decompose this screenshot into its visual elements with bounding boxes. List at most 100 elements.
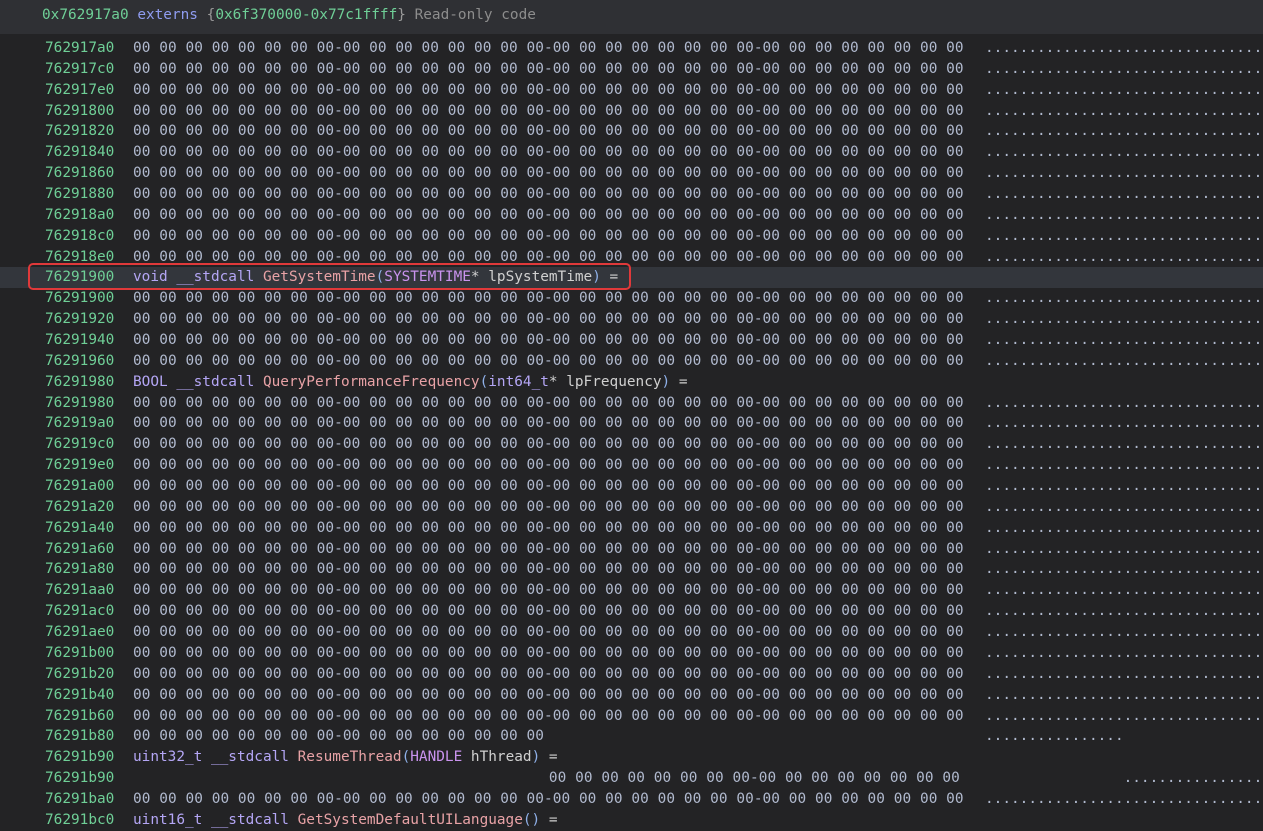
ascii-text[interactable]: ................................ (985, 707, 1263, 724)
ascii-text[interactable]: ................................ (985, 686, 1263, 703)
hex-row[interactable]: 762919e0 00 00 00 00 00 00 00 00-00 00 00… (0, 455, 1263, 476)
hex-bytes[interactable]: 00 00 00 00 00 00 00 00-00 00 00 00 00 0… (133, 81, 964, 98)
function-signature-row[interactable]: 76291bc0 uint16_t __stdcall GetSystemDefa… (0, 810, 1263, 831)
hex-row[interactable]: 76291ac0 00 00 00 00 00 00 00 00-00 00 00… (0, 601, 1263, 622)
ascii-text[interactable]: ................................ (985, 603, 1263, 620)
row-address[interactable]: 76291960 (45, 352, 115, 369)
hex-bytes[interactable]: 00 00 00 00 00 00 00 00-00 00 00 00 00 0… (133, 311, 964, 328)
row-address[interactable]: 76291940 (45, 332, 115, 349)
row-address[interactable]: 76291800 (45, 102, 115, 119)
signature-function[interactable]: QueryPerformanceFrequency (262, 373, 480, 390)
row-address[interactable]: 76291a00 (45, 478, 115, 495)
hex-bytes[interactable]: 00 00 00 00 00 00 00 00-00 00 00 00 00 0… (133, 144, 964, 161)
ascii-text[interactable]: ................ (985, 728, 1124, 745)
hex-row[interactable]: 76291aa0 00 00 00 00 00 00 00 00-00 00 00… (0, 580, 1263, 601)
hex-bytes[interactable]: 00 00 00 00 00 00 00 00-00 00 00 00 00 0… (133, 227, 964, 244)
ascii-text[interactable]: ................................ (985, 478, 1263, 495)
hex-row[interactable]: 76291a20 00 00 00 00 00 00 00 00-00 00 00… (0, 497, 1263, 518)
row-address[interactable]: 76291b90 (45, 749, 115, 766)
hex-row[interactable]: 76291a00 00 00 00 00 00 00 00 00-00 00 00… (0, 476, 1263, 497)
row-address[interactable]: 76291bc0 (45, 811, 115, 828)
ascii-text[interactable]: ................................ (985, 102, 1263, 119)
hex-bytes[interactable]: 00 00 00 00 00 00 00 00-00 00 00 00 00 0… (133, 186, 964, 203)
signature-function[interactable]: GetSystemTime (262, 269, 376, 286)
row-address[interactable]: 762919c0 (45, 436, 115, 453)
hex-row[interactable]: 76291820 00 00 00 00 00 00 00 00-00 00 00… (0, 121, 1263, 142)
row-address[interactable]: 76291a20 (45, 498, 115, 515)
hex-row[interactable]: 76291b00 00 00 00 00 00 00 00 00-00 00 00… (0, 643, 1263, 664)
hex-row[interactable]: 76291900 00 00 00 00 00 00 00 00-00 00 00… (0, 288, 1263, 309)
ascii-text[interactable]: ................................ (985, 394, 1263, 411)
hex-bytes[interactable]: 00 00 00 00 00 00 00 00-00 00 00 00 00 0… (133, 290, 964, 307)
hex-row[interactable]: 76291960 00 00 00 00 00 00 00 00-00 00 00… (0, 351, 1263, 372)
hex-row[interactable]: 76291b40 00 00 00 00 00 00 00 00-00 00 00… (0, 685, 1263, 706)
row-address[interactable]: 762919a0 (45, 415, 115, 432)
row-address[interactable]: 76291b80 (45, 728, 115, 745)
hex-row[interactable]: 76291a40 00 00 00 00 00 00 00 00-00 00 00… (0, 518, 1263, 539)
hex-bytes[interactable]: 00 00 00 00 00 00 00 00-00 00 00 00 00 0… (133, 248, 964, 265)
hex-row[interactable]: 76291ba0 00 00 00 00 00 00 00 00-00 00 00… (0, 789, 1263, 810)
ascii-text[interactable]: ................................ (985, 206, 1263, 223)
function-signature-row[interactable]: 76291980 BOOL __stdcall QueryPerformanceF… (0, 372, 1263, 393)
ascii-text[interactable]: ................ (1123, 770, 1263, 787)
hex-row[interactable]: 762917a0 00 00 00 00 00 00 00 00-00 00 00… (0, 38, 1263, 59)
hex-row[interactable]: 762917c0 00 00 00 00 00 00 00 00-00 00 00… (0, 59, 1263, 80)
hex-bytes[interactable]: 00 00 00 00 00 00 00 00-00 00 00 00 00 0… (133, 561, 964, 578)
row-address[interactable]: 76291a40 (45, 519, 115, 536)
row-address[interactable]: 76291ac0 (45, 603, 115, 620)
ascii-text[interactable]: ................................ (985, 644, 1263, 661)
segment-address[interactable]: 0x762917a0 (42, 7, 129, 23)
ascii-text[interactable]: ................................ (985, 332, 1263, 349)
hex-bytes[interactable]: 00 00 00 00 00 00 00 00-00 00 00 00 00 0… (133, 665, 964, 682)
hex-view[interactable]: 762917a0 00 00 00 00 00 00 00 00-00 00 00… (0, 38, 1263, 831)
signature-type[interactable]: SYSTEMTIME (384, 269, 471, 286)
hex-bytes[interactable]: 00 00 00 00 00 00 00 00-00 00 00 00 00 0… (133, 540, 964, 557)
hex-bytes[interactable]: 00 00 00 00 00 00 00 00-00 00 00 00 00 0… (133, 102, 964, 119)
ascii-text[interactable]: ................................ (985, 165, 1263, 182)
row-address[interactable]: 76291b20 (45, 665, 115, 682)
hex-bytes[interactable]: 00 00 00 00 00 00 00 00-00 00 00 00 00 0… (133, 60, 964, 77)
hex-bytes[interactable]: 00 00 00 00 00 00 00 00-00 00 00 00 00 0… (133, 603, 964, 620)
ascii-text[interactable]: ................................ (985, 582, 1263, 599)
ascii-text[interactable]: ................................ (985, 60, 1263, 77)
hex-row[interactable]: 76291920 00 00 00 00 00 00 00 00-00 00 00… (0, 309, 1263, 330)
ascii-text[interactable]: ................................ (985, 81, 1263, 98)
hex-row[interactable]: 76291940 00 00 00 00 00 00 00 00-00 00 00… (0, 330, 1263, 351)
row-address[interactable]: 76291aa0 (45, 582, 115, 599)
hex-row[interactable]: 76291840 00 00 00 00 00 00 00 00-00 00 00… (0, 142, 1263, 163)
hex-row[interactable]: 76291860 00 00 00 00 00 00 00 00-00 00 00… (0, 163, 1263, 184)
hex-row[interactable]: 76291b20 00 00 00 00 00 00 00 00-00 00 00… (0, 664, 1263, 685)
signature-function[interactable]: ResumeThread (297, 749, 402, 766)
ascii-text[interactable]: ................................ (985, 540, 1263, 557)
signature-type[interactable]: HANDLE (410, 749, 463, 766)
ascii-text[interactable]: ................................ (985, 665, 1263, 682)
hex-row[interactable]: 76291980 00 00 00 00 00 00 00 00-00 00 00… (0, 393, 1263, 414)
row-address[interactable]: 76291ae0 (45, 624, 115, 641)
row-address[interactable]: 762917a0 (45, 40, 115, 56)
row-address[interactable]: 762918a0 (45, 206, 115, 223)
ascii-text[interactable]: ................................ (985, 790, 1263, 807)
row-address[interactable]: 76291920 (45, 311, 115, 328)
hex-row[interactable]: 76291ae0 00 00 00 00 00 00 00 00-00 00 00… (0, 622, 1263, 643)
ascii-text[interactable]: ................................ (985, 561, 1263, 578)
hex-bytes[interactable]: 00 00 00 00 00 00 00 00-00 00 00 00 00 0… (133, 352, 964, 369)
ascii-text[interactable]: ................................ (985, 227, 1263, 244)
hex-row[interactable]: 76291800 00 00 00 00 00 00 00 00-00 00 00… (0, 101, 1263, 122)
hex-row[interactable]: 76291a60 00 00 00 00 00 00 00 00-00 00 00… (0, 539, 1263, 560)
hex-bytes[interactable]: 00 00 00 00 00 00 00 00-00 00 00 00 00 0… (133, 519, 964, 536)
row-address[interactable]: 76291b60 (45, 707, 115, 724)
function-signature-row[interactable]: 76291900 void __stdcall GetSystemTime(SYS… (0, 267, 1263, 289)
ascii-text[interactable]: ................................ (985, 290, 1263, 307)
ascii-text[interactable]: ................................ (985, 311, 1263, 328)
hex-bytes[interactable]: 00 00 00 00 00 00 00 00-00 00 00 00 00 0… (133, 582, 964, 599)
ascii-text[interactable]: ................................ (985, 186, 1263, 203)
hex-row[interactable]: 76291880 00 00 00 00 00 00 00 00-00 00 00… (0, 184, 1263, 205)
row-address[interactable]: 76291880 (45, 186, 115, 203)
row-address[interactable]: 762918c0 (45, 227, 115, 244)
hex-bytes[interactable]: 00 00 00 00 00 00 00 00-00 00 00 00 00 0… (133, 436, 964, 453)
hex-row[interactable]: 76291b60 00 00 00 00 00 00 00 00-00 00 00… (0, 706, 1263, 727)
ascii-text[interactable]: ................................ (985, 624, 1263, 641)
row-address[interactable]: 76291860 (45, 165, 115, 182)
row-address[interactable]: 76291a80 (45, 561, 115, 578)
hex-row[interactable]: 762919a0 00 00 00 00 00 00 00 00-00 00 00… (0, 413, 1263, 434)
